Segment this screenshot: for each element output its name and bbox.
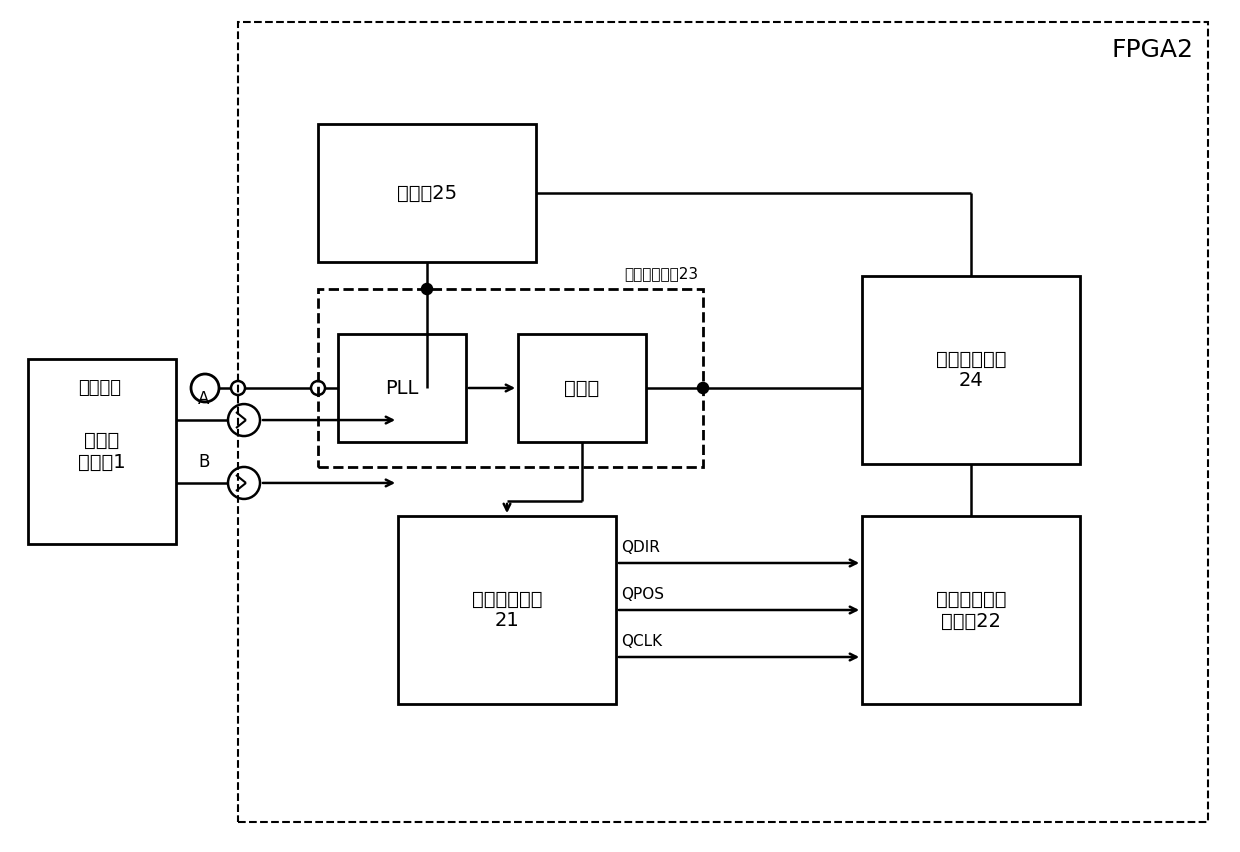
Bar [862, 516, 1080, 704]
Text: 速度计算模块
24: 速度计算模块 24 [936, 349, 1006, 390]
Bar [238, 22, 1208, 822]
Text: QPOS: QPOS [621, 587, 663, 602]
Text: 分频器: 分频器 [564, 378, 600, 398]
Bar [862, 276, 1080, 464]
Circle shape [422, 284, 432, 294]
Text: 位置计数模块
21: 位置计数模块 21 [471, 590, 542, 630]
Bar [317, 289, 703, 467]
Text: B: B [198, 453, 210, 471]
Bar [29, 359, 176, 544]
Text: A: A [198, 390, 210, 408]
Text: 增量式
编码器1: 增量式 编码器1 [78, 431, 125, 472]
Text: FPGA2: FPGA2 [1112, 38, 1194, 62]
Text: 时钟分频模块23: 时钟分频模块23 [624, 266, 698, 281]
Text: PLL: PLL [386, 378, 419, 398]
Text: QCLK: QCLK [621, 634, 662, 649]
Bar [339, 334, 466, 442]
Bar [518, 334, 646, 442]
Text: 定时器25: 定时器25 [397, 183, 458, 203]
Text: QDIR: QDIR [621, 540, 660, 555]
Bar [398, 516, 616, 704]
Circle shape [698, 383, 708, 393]
Bar [317, 124, 536, 262]
Text: 捕捉定时器控
制模块22: 捕捉定时器控 制模块22 [936, 590, 1006, 630]
Text: 外部时钟: 外部时钟 [78, 379, 122, 397]
